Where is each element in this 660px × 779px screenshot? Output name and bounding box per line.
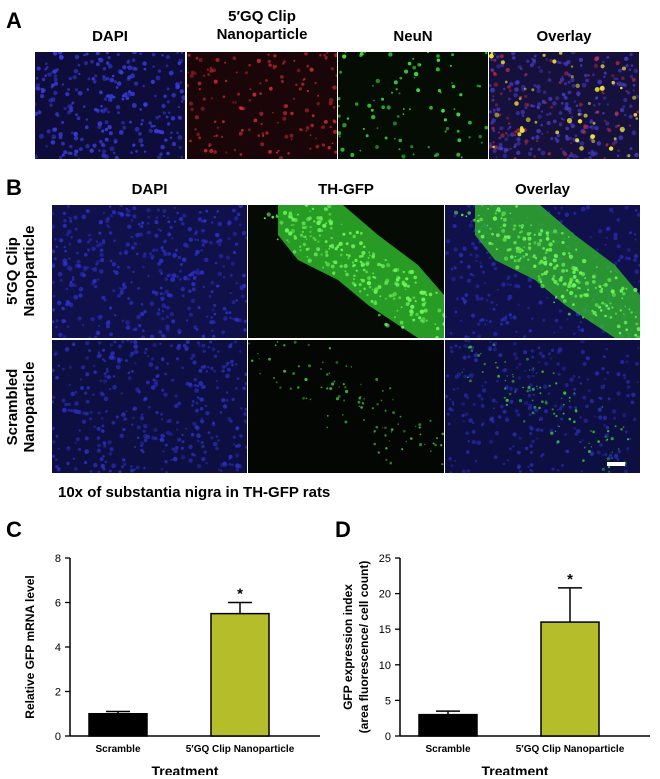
chart-c-x-axis-label: Treatment [152,763,219,775]
panel-a-header-nanoparticle-text: 5′GQ Clip Nanoparticle [216,8,308,43]
chart-d-y-axis-label-line-1: (area fluorescence/ cell count) [357,561,371,734]
panel-b-row-label-5gq-text: 5′GQ Clip Nanoparticle [4,225,38,317]
scale-bar [607,462,625,466]
chart-d-bar-1 [540,621,600,737]
panel-b-image-scrambled-dapi [52,340,247,473]
signal-layer [338,52,488,159]
panel-b-header-overlay: Overlay [514,181,571,198]
panel-b-image-5gq-thgfp [248,205,444,338]
chart-d-y-tick-label: 15 [379,624,391,636]
signal-layer [453,205,640,338]
panel-b-header-thgfp: TH-GFP [318,181,374,198]
chart-c-y-tick-label: 2 [55,687,61,699]
panel-b-header-dapi: DAPI [131,181,168,198]
chart-d-y-axis-label-line-0: GFP expression index [341,584,355,710]
tile-background [52,205,247,338]
chart-c-y-tick-label: 0 [55,731,61,743]
chart-c-category-label-0: Scramble [95,744,140,755]
chart-c-bar-1 [210,612,270,737]
signal-region [278,205,444,338]
chart-d-category-label-1: 5′GQ Clip Nanoparticle [516,744,625,755]
chart-c-bar-0 [88,713,148,737]
chart-d-y-tick-label: 5 [385,695,391,707]
signal-layer [489,52,639,158]
chart-c-y-tick-label: 8 [55,553,61,565]
chart-d-bar-0 [418,713,478,737]
nuclei-layer [52,205,247,338]
panel-b-image-5gq-dapi [52,205,247,338]
nuclei-layer [52,340,247,473]
panel-a-header-neun: NeuN [393,28,433,45]
signal-layer [461,343,630,473]
chart-d-significance-1: * [567,571,573,588]
panel-c-label: C [6,517,22,542]
chart-c-significance-1: * [237,586,243,603]
chart-d-y-tick-label: 25 [379,553,391,565]
nuclei-layer [187,52,337,159]
panel-b-row-label-scrambled: Scrambled Nanoparticle [4,344,40,470]
panel-a-image-neun [338,52,488,159]
signal-layer [248,340,444,466]
chart-c: 0 2 4 6 8 Scramble * 5′GQ Clip Nanoparticle Trea… [23,553,320,775]
signal-region [475,205,640,338]
panel-b-row-label-5gq: 5′GQ Clip Nanoparticle [4,208,40,334]
nuclei-layer [489,52,639,159]
panel-b-row-label-scrambled-text: Scrambled Nanoparticle [4,361,38,453]
chart-c-y-axis-label-line-0: Relative GFP mRNA level [23,575,37,718]
panel-a-image-dapi [35,52,185,159]
tile-background [248,340,444,473]
panel-a-header-dapi: DAPI [92,28,128,45]
chart-d-y-tick-label: 20 [379,589,391,601]
panel-b-image-scrambled-thgfp [248,340,444,473]
tile-background [338,52,488,159]
panel-b-image-scrambled-overlay [445,340,640,473]
chart-c-y-tick-label: 6 [55,598,61,610]
panel-d-label: D [335,517,351,542]
nuclei-layer [35,52,185,159]
signal-layer [263,205,444,338]
chart-d-y-tick-label: 0 [385,731,391,743]
chart-c-y-tick-label: 4 [55,642,61,654]
chart-d-category-label-0: Scramble [425,744,470,755]
panel-a-header-nanoparticle: 5′GQ Clip Nanoparticle [187,8,337,44]
chart-d-x-axis-label: Treatment [482,763,549,775]
panel-b-caption: 10x of substantia nigra in TH-GFP rats [58,484,331,501]
panel-a-header-overlay: Overlay [536,28,592,45]
panel-b-image-5gq-overlay [445,205,640,338]
panel-a-label: A [6,8,22,33]
panel-b-label: B [6,175,22,200]
panel-a-image-nanoparticle [187,52,337,159]
chart-d-y-tick-label: 10 [379,660,391,672]
panel-a-image-overlay [489,52,639,159]
tile-background [445,340,640,473]
chart-c-category-label-1: 5′GQ Clip Nanoparticle [186,744,295,755]
chart-d: 0 5 10 15 20 25 Scramble * 5′GQ Clip Nanoparticl… [341,553,650,775]
